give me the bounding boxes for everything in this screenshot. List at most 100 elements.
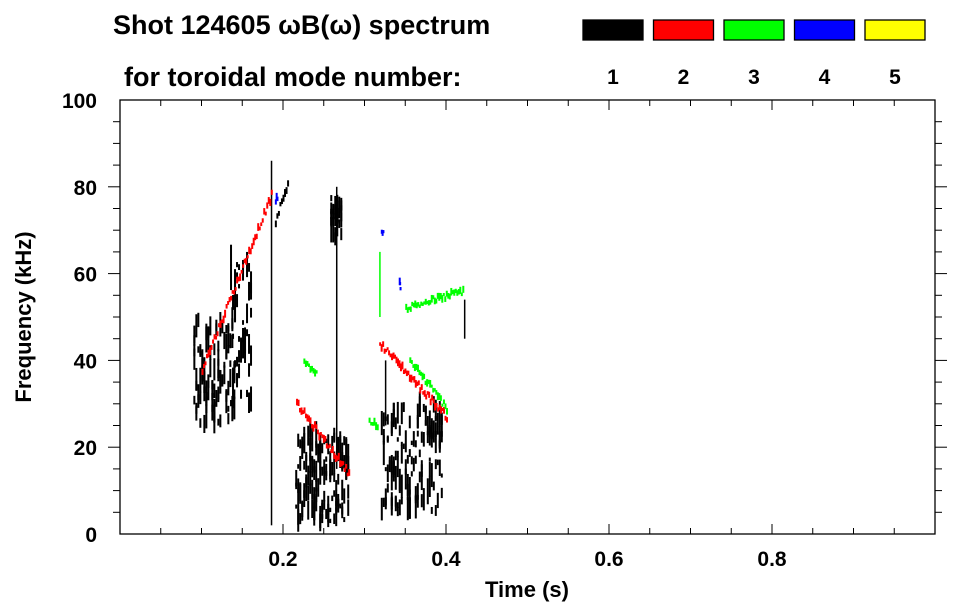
spectral-point <box>442 293 445 297</box>
spectral-point <box>206 353 209 359</box>
spectral-point <box>300 407 303 415</box>
spectral-point <box>255 233 258 240</box>
spectral-point <box>233 389 236 400</box>
spectral-point <box>299 439 302 449</box>
mode-1-vline <box>335 186 338 469</box>
spectral-point <box>330 211 333 227</box>
spectral-point <box>311 479 314 500</box>
spectral-point <box>305 477 308 502</box>
spectral-point <box>375 422 378 431</box>
spectral-point <box>307 363 310 367</box>
spectral-point <box>332 204 335 220</box>
spectral-point <box>287 180 290 187</box>
spectral-point <box>435 403 438 408</box>
spectral-point <box>211 379 214 390</box>
spectral-point <box>269 198 272 206</box>
spectral-point <box>337 473 340 485</box>
spectral-point <box>330 449 333 454</box>
spectral-point <box>250 345 253 366</box>
spectral-point <box>426 430 429 444</box>
spectral-point <box>382 441 385 466</box>
spectral-point <box>297 478 300 504</box>
spectral-point <box>215 390 218 407</box>
spectral-point <box>382 230 385 234</box>
spectral-point <box>305 455 308 473</box>
mode-1-blob <box>230 244 253 414</box>
y-tick-label: 80 <box>74 177 97 200</box>
spectral-point <box>313 459 316 473</box>
spectral-point <box>414 300 417 308</box>
spectral-point <box>441 407 444 412</box>
spectral-point <box>422 432 425 447</box>
spectral-point <box>243 258 246 264</box>
spectral-point <box>258 226 261 231</box>
spectral-point <box>207 326 210 338</box>
spectral-point <box>203 357 206 382</box>
spectral-point <box>400 441 403 446</box>
spectral-point <box>435 390 438 395</box>
spectral-point <box>304 360 307 368</box>
spectral-point <box>333 427 336 441</box>
spectral-point <box>433 297 436 305</box>
spectral-point <box>219 370 222 394</box>
spectral-point <box>408 415 411 429</box>
spectral-point <box>199 351 202 356</box>
spectral-point <box>415 363 418 371</box>
y-tick-label: 40 <box>74 350 97 373</box>
spectral-point <box>408 449 411 457</box>
spectral-point <box>229 333 232 349</box>
spectral-point <box>297 399 300 407</box>
spectral-point <box>444 296 447 302</box>
spectral-point <box>445 290 448 297</box>
spectral-point <box>414 379 417 388</box>
spectral-point <box>250 282 253 300</box>
spectral-point <box>213 383 216 399</box>
spectral-point <box>418 449 421 458</box>
spectral-point <box>193 335 196 344</box>
legend-label-5: 5 <box>889 66 901 89</box>
spectral-point <box>410 360 413 364</box>
spectral-point <box>335 507 338 527</box>
spectral-point <box>301 440 304 449</box>
spectral-point <box>321 499 324 513</box>
spectral-point <box>408 306 411 311</box>
spectral-point <box>207 326 210 353</box>
spectral-point <box>404 368 407 374</box>
spectral-point <box>460 292 463 297</box>
spectral-point <box>399 363 402 372</box>
spectral-point <box>432 420 435 443</box>
spectral-point <box>394 450 397 461</box>
spectral-point <box>209 347 212 356</box>
spectral-point <box>446 407 448 415</box>
spectral-point <box>444 403 447 410</box>
spectral-point <box>386 435 389 442</box>
spectral-point <box>232 333 235 339</box>
spectral-point <box>213 343 216 356</box>
spectral-point <box>321 466 324 476</box>
mode-3-vline <box>379 251 381 317</box>
legend-label-1: 1 <box>607 66 619 89</box>
spectral-point <box>430 506 433 514</box>
spectral-point <box>410 456 413 465</box>
spectral-point <box>424 420 427 426</box>
spectral-point <box>203 386 206 402</box>
spectral-point <box>348 469 351 476</box>
spectral-point <box>240 389 243 399</box>
spectral-point <box>295 504 298 509</box>
spectral-point <box>319 513 322 529</box>
spectral-point <box>209 316 212 336</box>
spectral-point <box>423 301 426 305</box>
spectral-point <box>315 370 318 374</box>
spectral-point <box>434 402 437 411</box>
spectral-point <box>219 320 222 328</box>
spectral-point <box>249 248 252 255</box>
spectral-point <box>233 396 236 420</box>
spectral-point <box>313 466 316 480</box>
spectral-point <box>217 349 220 366</box>
spectral-point <box>415 302 418 309</box>
spectral-point <box>386 464 389 483</box>
spectral-point <box>432 398 435 404</box>
spectral-point <box>327 510 330 523</box>
spectral-point <box>331 495 334 502</box>
spectral-point <box>252 237 255 246</box>
